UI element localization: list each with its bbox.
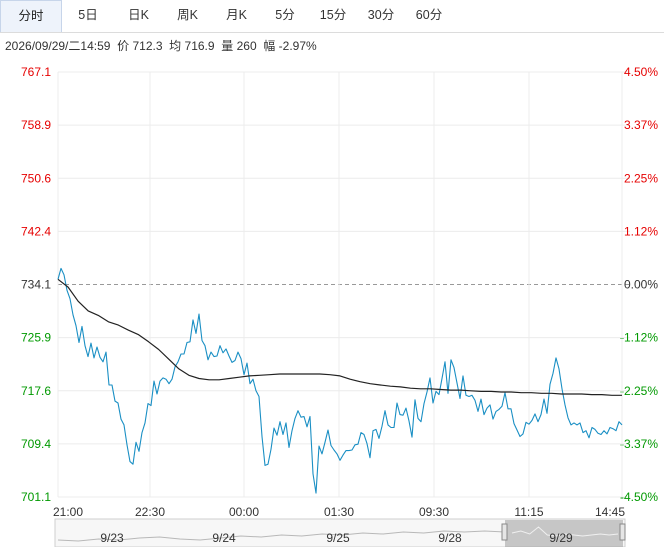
- pct-tick-label: -2.25%: [620, 384, 658, 398]
- avg-price-label: 均: [169, 39, 182, 53]
- x-tick-label: 11:15: [514, 505, 543, 519]
- navigator-date-label: 9/25: [326, 531, 350, 545]
- tab-60min[interactable]: 60分: [415, 8, 443, 22]
- pct-tick-label: -1.12%: [620, 331, 658, 345]
- change-value: -2.97%: [278, 39, 317, 53]
- pct-tick-label: -4.50%: [620, 490, 658, 504]
- volume-value: 260: [236, 39, 257, 53]
- navigator-window-line: [511, 526, 619, 537]
- avg-price-value: 716.9: [184, 39, 215, 53]
- y-tick-label: 701.1: [21, 490, 51, 504]
- x-tick-label: 22:30: [135, 505, 165, 519]
- navigator-range-window[interactable]: [505, 520, 623, 547]
- y-tick-label: 734.1: [21, 278, 51, 292]
- x-tick-label: 21:00: [53, 505, 83, 519]
- tab-30min[interactable]: 30分: [367, 8, 395, 22]
- period-tab-bar: 分时 5日 日K 周K 月K 5分 15分 30分 60分: [0, 0, 664, 33]
- tab-5min[interactable]: 5分: [275, 8, 295, 22]
- pct-tick-label: 0.00%: [624, 278, 658, 292]
- navigator-left-handle[interactable]: [501, 523, 508, 541]
- x-tick-label: 09:30: [419, 505, 449, 519]
- volume-label: 量: [221, 39, 234, 53]
- navigator-date-label: 9/24: [212, 531, 236, 545]
- pct-tick-label: 2.25%: [624, 171, 658, 185]
- navigator-date-label: 9/28: [438, 531, 462, 545]
- pct-tick-label: 3.37%: [624, 118, 658, 132]
- tab-daily-k[interactable]: 日K: [128, 8, 149, 22]
- navigator-date-label: 9/23: [100, 531, 124, 545]
- x-tick-label: 01:30: [324, 505, 354, 519]
- tab-5day[interactable]: 5日: [78, 8, 98, 22]
- tab-monthly-k[interactable]: 月K: [226, 8, 247, 22]
- y-tick-label: 709.4: [21, 437, 51, 451]
- quote-datetime: 2026/09/29/二14:59: [5, 39, 111, 53]
- navigator-date-label: 9/29: [549, 531, 573, 545]
- tab-intraday[interactable]: 分时: [0, 0, 62, 32]
- avg-price-line: [57, 278, 622, 396]
- price-label: 价: [117, 39, 130, 53]
- x-tick-label: 14:45: [595, 505, 625, 519]
- price-value: 712.3: [132, 39, 163, 53]
- y-tick-label: 758.9: [21, 118, 51, 132]
- x-tick-label: 00:00: [229, 505, 259, 519]
- tab-weekly-k[interactable]: 周K: [177, 8, 198, 22]
- y-tick-label: 742.4: [21, 224, 51, 238]
- price-line: [57, 267, 623, 494]
- navigator-right-handle[interactable]: [619, 523, 626, 541]
- pct-tick-label: -3.37%: [620, 437, 658, 451]
- quote-info-bar: 2026/09/29/二14:59 价 712.3 均 716.9 量 260 …: [5, 37, 317, 54]
- y-tick-label: 717.6: [21, 384, 51, 398]
- change-label: 幅: [263, 39, 276, 53]
- y-tick-label: 725.9: [21, 331, 51, 345]
- pct-tick-label: 4.50%: [624, 65, 658, 79]
- y-tick-label: 750.6: [21, 171, 51, 185]
- y-tick-label: 767.1: [21, 65, 51, 79]
- tab-15min[interactable]: 15分: [319, 8, 347, 22]
- pct-tick-label: 1.12%: [624, 224, 658, 238]
- navigator-trend-line: [57, 530, 506, 542]
